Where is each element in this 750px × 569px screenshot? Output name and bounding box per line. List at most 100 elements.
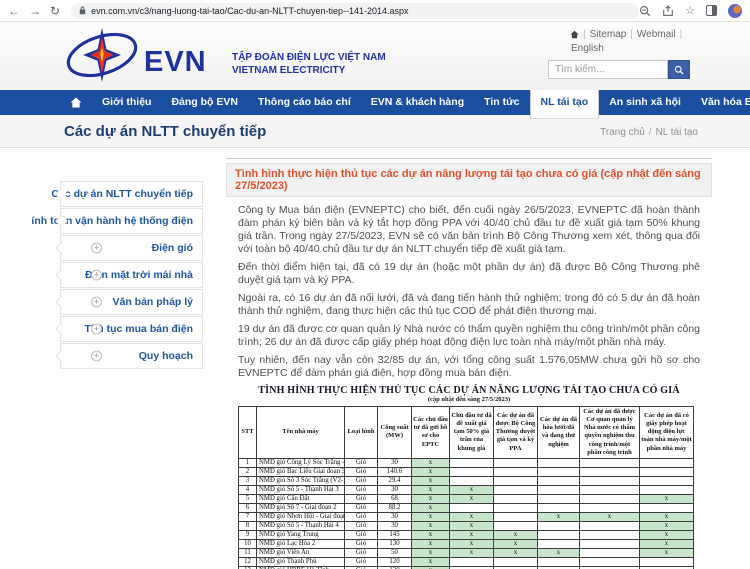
sidebar-item-1[interactable]: ính toán vận hành hệ thống điện	[31, 208, 203, 234]
cell-check-2: x	[493, 529, 538, 540]
lock-icon	[79, 6, 86, 15]
webmail-link[interactable]: Webmail	[636, 29, 676, 40]
cell-check-2	[493, 502, 538, 513]
nav-item-6[interactable]: An sinh xã hội	[609, 96, 681, 108]
cell-check-1	[449, 475, 494, 486]
cell-type: Gió	[344, 457, 378, 468]
cell-check-5: x	[639, 547, 694, 558]
nav-item-7[interactable]: Văn hóa EVN	[700, 96, 750, 108]
cell-stt: 9	[238, 529, 257, 540]
nav-item-5[interactable]: NL tái tạo	[529, 90, 600, 119]
table-col-header-8: Các dự án đã được Cơ quan quản lý Nhà nư…	[579, 406, 640, 459]
sidebar-item-3[interactable]: + Điện mặt trời mái nhà	[60, 262, 203, 288]
nav-item-4[interactable]: Tin tức	[484, 96, 520, 108]
forward-icon[interactable]: →	[29, 3, 41, 18]
cell-check-5	[639, 466, 694, 477]
side-panel-icon[interactable]	[706, 5, 717, 16]
cell-check-0: x	[411, 529, 450, 540]
cell-check-5	[639, 475, 694, 486]
cell-type: Gió	[344, 466, 378, 477]
cell-check-5: x	[639, 493, 694, 504]
article-column: Tình hình thực hiện thủ tục các dự án nă…	[226, 158, 712, 569]
cell-check-3	[537, 484, 580, 495]
expand-plus-icon[interactable]: +	[91, 269, 102, 281]
cell-type: Gió	[344, 475, 378, 486]
cell-plant-name: NMĐ gió Thạnh Phú	[256, 556, 345, 567]
cell-type: Gió	[344, 529, 378, 540]
search-button[interactable]	[668, 60, 690, 79]
table-col-header-0: STT	[238, 406, 257, 459]
cell-check-4	[579, 502, 640, 513]
sidebar-item-4[interactable]: + Văn bản pháp lý	[60, 289, 203, 315]
nav-item-1[interactable]: Đảng bộ EVN	[171, 96, 238, 108]
main-nav: Giới thiệu Đảng bộ EVN Thông cáo báo chí EV…	[0, 90, 750, 119]
sidebar-item-0[interactable]: Các dự án NLTT chuyển tiếp	[51, 181, 203, 207]
table-row: 2 NMĐ gió Bạc Liêu Giai đoạn 3 Gió 140.6 x	[238, 466, 694, 477]
cell-check-5: x	[639, 529, 694, 540]
zoom-icon[interactable]	[639, 5, 651, 17]
search-input[interactable]	[548, 60, 668, 79]
table-row: 12 NMĐ gió Thạnh Phú Gió 120 x	[238, 556, 694, 567]
table-row: 10 NMĐ gió Lạc Hòa 2 Gió 130 x x x x	[238, 538, 694, 549]
cell-type: Gió	[344, 511, 378, 522]
table-row: 7 NMĐ gió Nhơn Hội - Giai đoạn 2 Gió 30 x x x x…	[238, 511, 694, 522]
english-link[interactable]: English	[571, 43, 604, 54]
cell-check-4	[579, 538, 640, 549]
address-bar[interactable]: evn.com.vn/c3/nang-luong-tai-tao/Cac-du-…	[71, 2, 640, 19]
nav-item-3[interactable]: EVN & khách hàng	[370, 96, 465, 108]
cell-check-5: x	[639, 520, 694, 531]
cell-stt: 8	[238, 520, 257, 531]
nav-home-item[interactable]	[60, 90, 92, 115]
sitemap-link[interactable]: Sitemap	[589, 29, 627, 40]
cell-plant-name: NMĐ gió Số 5 - Thạnh Hải 3	[256, 484, 345, 495]
cell-type: Gió	[344, 538, 378, 549]
sidebar-item-5[interactable]: + Thủ tục mua bán điện	[60, 316, 203, 342]
cell-check-2	[493, 493, 538, 504]
sidebar-item-2[interactable]: + Điện gió	[60, 235, 203, 261]
cell-stt: 7	[238, 511, 257, 522]
content-area: Các dự án NLTT chuyển tiếp ính toán vận h…	[0, 148, 750, 569]
cell-check-2	[493, 511, 538, 522]
expand-plus-icon[interactable]: +	[91, 350, 102, 362]
site-header: EVN TẬP ĐOÀN ĐIỆN LỰC VIỆT NAM VIETNAM E…	[0, 22, 750, 90]
nav-item-0[interactable]: Giới thiệu	[102, 96, 152, 108]
header-top-links: Sitemap Webmail	[570, 29, 682, 40]
expand-plus-icon[interactable]: +	[91, 242, 102, 254]
table-col-header-3: Công suất (MW)	[377, 406, 412, 459]
cell-check-0: x	[411, 520, 450, 531]
sidebar-item-label: Điện mặt trời mái nhà	[85, 269, 193, 281]
reload-icon[interactable]: ↻	[50, 3, 61, 18]
cell-capacity: 88.2	[377, 502, 412, 513]
cell-check-1: x	[449, 529, 494, 540]
table-row: 6 NMĐ gió Số 7 - Giai đoạn 2 Gió 88.2 x	[238, 502, 694, 513]
cell-check-4	[579, 457, 640, 468]
evn-wordmark: EVN	[144, 46, 207, 78]
bookmark-star-icon[interactable]: ☆	[685, 4, 695, 17]
cell-check-0: x	[411, 502, 450, 513]
cell-check-5	[639, 457, 694, 468]
cell-check-4	[579, 493, 640, 504]
cell-check-4	[579, 520, 640, 531]
page-title-band: Các dự án NLTT chuyển tiếp Trang chủ NL …	[0, 115, 750, 148]
breadcrumb-home[interactable]: Trang chủ	[600, 127, 645, 138]
table-col-header-2: Loại hình	[344, 406, 378, 459]
profile-avatar[interactable]	[728, 3, 742, 18]
article-paragraph-1: Đến thời điểm hiện tại, đã có 19 dự án (…	[238, 261, 700, 286]
sidebar: Các dự án NLTT chuyển tiếp ính toán vận h…	[31, 181, 203, 370]
cell-check-2	[493, 457, 538, 468]
table-col-header-9: Các dự án đã có giấy phép hoạt động điện…	[639, 406, 694, 459]
cell-check-4	[579, 547, 640, 558]
expand-plus-icon[interactable]: +	[91, 296, 102, 308]
sidebar-item-6[interactable]: + Quy hoạch	[60, 343, 203, 369]
home-icon[interactable]	[570, 30, 579, 39]
cell-stt: 1	[238, 457, 257, 468]
back-icon[interactable]: ←	[8, 3, 20, 18]
cell-stt: 11	[238, 547, 257, 558]
cell-check-5	[639, 565, 694, 569]
link-separator	[680, 29, 683, 40]
cell-capacity: 130	[377, 538, 412, 549]
expand-plus-icon[interactable]: +	[91, 323, 102, 335]
nav-item-2[interactable]: Thông cáo báo chí	[257, 96, 351, 108]
table-header-row: STT Tên nhà máy Loại hình Công suất (MW) Các…	[238, 406, 694, 459]
share-icon[interactable]	[662, 4, 674, 17]
